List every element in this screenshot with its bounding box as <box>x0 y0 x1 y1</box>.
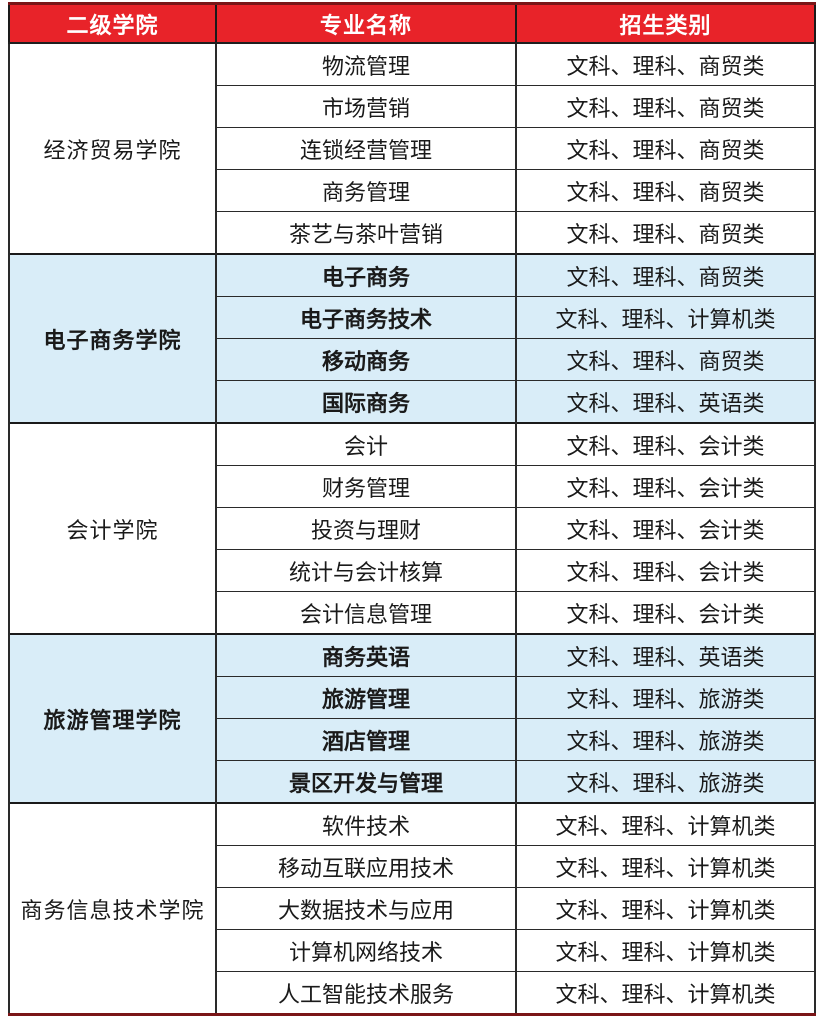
major-cell: 人工智能技术服务 <box>215 971 517 1015</box>
table-row: 电子商务技术 文科、理科、计算机类 <box>9 296 816 339</box>
category-cell: 文科、理科、旅游类 <box>515 760 816 804</box>
college-cell: 电子商务学院 <box>8 253 217 424</box>
major-cell: 投资与理财 <box>215 507 517 550</box>
major-cell: 会计信息管理 <box>215 591 517 635</box>
table-row: 旅游管理学院 商务英语 文科、理科、英语类 <box>8 633 816 804</box>
major-cell: 财务管理 <box>215 465 517 508</box>
college-cell: 旅游管理学院 <box>8 633 217 804</box>
category-cell: 文科、理科、计算机类 <box>515 296 816 339</box>
category-cell: 文科、理科、会计类 <box>515 549 816 592</box>
category-cell: 文科、理科、商贸类 <box>515 169 816 212</box>
category-cell: 文科、理科、会计类 <box>515 422 816 466</box>
category-cell: 文科、理科、计算机类 <box>515 802 816 846</box>
header-row: 二级学院 专业名称 招生类别 <box>8 3 816 44</box>
table-row: 市场营销 文科、理科、商贸类 <box>9 85 816 128</box>
admissions-page: 二级学院 专业名称 招生类别 经济贸易学院 物流管理 文科、理科、商贸类 市场营… <box>8 2 816 1016</box>
category-cell: 文科、理科、会计类 <box>515 507 816 550</box>
major-cell: 软件技术 <box>215 802 517 846</box>
table-row: 电子商务学院 电子商务 文科、理科、商贸类 <box>8 253 816 424</box>
category-cell: 文科、理科、计算机类 <box>515 971 816 1015</box>
table-row: 酒店管理 文科、理科、旅游类 <box>9 718 816 761</box>
category-cell: 文科、理科、计算机类 <box>515 887 816 930</box>
college-cell: 经济贸易学院 <box>8 42 217 255</box>
category-cell: 文科、理科、英语类 <box>515 380 816 424</box>
major-cell: 茶艺与茶叶营销 <box>215 211 517 255</box>
category-cell: 文科、理科、商贸类 <box>515 85 816 128</box>
major-cell: 移动商务 <box>215 338 517 381</box>
table-row: 商务管理 文科、理科、商贸类 <box>9 169 816 212</box>
major-cell: 物流管理 <box>215 42 517 86</box>
category-cell: 文科、理科、商贸类 <box>515 338 816 381</box>
major-cell: 旅游管理 <box>215 676 517 719</box>
category-cell: 文科、理科、计算机类 <box>515 845 816 888</box>
category-cell: 文科、理科、旅游类 <box>515 718 816 761</box>
header-major: 专业名称 <box>215 3 517 44</box>
major-cell: 移动互联应用技术 <box>215 845 517 888</box>
category-cell: 文科、理科、英语类 <box>515 633 816 677</box>
major-cell: 计算机网络技术 <box>215 929 517 972</box>
category-cell: 文科、理科、商贸类 <box>515 42 816 86</box>
table-row: 旅游管理 文科、理科、旅游类 <box>9 676 816 719</box>
table-row: 大数据技术与应用 文科、理科、计算机类 <box>9 887 816 930</box>
college-cell: 商务信息技术学院 <box>8 802 217 1015</box>
table-row: 景区开发与管理 文科、理科、旅游类 <box>9 760 816 804</box>
major-cell: 统计与会计核算 <box>215 549 517 592</box>
major-cell: 商务管理 <box>215 169 517 212</box>
table-row: 商务信息技术学院 软件技术 文科、理科、计算机类 <box>8 802 816 1015</box>
category-cell: 文科、理科、旅游类 <box>515 676 816 719</box>
major-cell: 商务英语 <box>215 633 517 677</box>
header-category: 招生类别 <box>515 3 816 44</box>
category-cell: 文科、理科、商贸类 <box>515 253 816 297</box>
major-cell: 酒店管理 <box>215 718 517 761</box>
college-cell: 会计学院 <box>8 422 217 635</box>
category-cell: 文科、理科、商贸类 <box>515 211 816 255</box>
category-cell: 文科、理科、会计类 <box>515 591 816 635</box>
table-row: 会计学院 会计 文科、理科、会计类 <box>8 422 816 635</box>
category-cell: 文科、理科、计算机类 <box>515 929 816 972</box>
table-row: 移动互联应用技术 文科、理科、计算机类 <box>9 845 816 888</box>
major-cell: 会计 <box>215 422 517 466</box>
header-college: 二级学院 <box>8 3 217 44</box>
major-cell: 连锁经营管理 <box>215 127 517 170</box>
major-cell: 电子商务 <box>215 253 517 297</box>
major-cell: 市场营销 <box>215 85 517 128</box>
major-cell: 国际商务 <box>215 380 517 424</box>
major-cell: 电子商务技术 <box>215 296 517 339</box>
table-row: 移动商务 文科、理科、商贸类 <box>9 338 816 381</box>
admissions-table: 二级学院 专业名称 招生类别 经济贸易学院 物流管理 文科、理科、商贸类 市场营… <box>8 2 816 1016</box>
table-row: 国际商务 文科、理科、英语类 <box>9 380 816 424</box>
table-row: 会计信息管理 文科、理科、会计类 <box>9 591 816 635</box>
category-cell: 文科、理科、商贸类 <box>515 127 816 170</box>
table-row: 统计与会计核算 文科、理科、会计类 <box>9 549 816 592</box>
major-cell: 景区开发与管理 <box>215 760 517 804</box>
table-row: 经济贸易学院 物流管理 文科、理科、商贸类 <box>8 42 816 255</box>
table-row: 茶艺与茶叶营销 文科、理科、商贸类 <box>9 211 816 255</box>
major-cell: 大数据技术与应用 <box>215 887 517 930</box>
category-cell: 文科、理科、会计类 <box>515 465 816 508</box>
